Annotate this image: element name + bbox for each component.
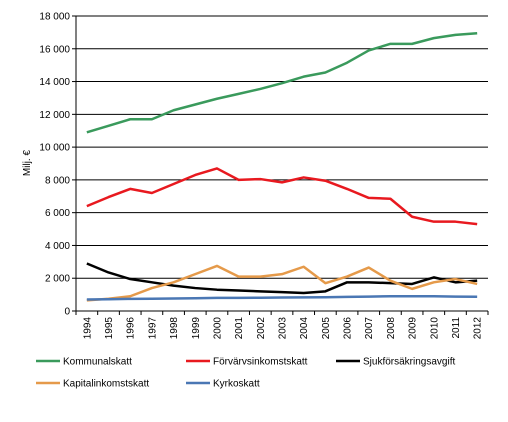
x-tick-label: 2000: [212, 317, 223, 340]
x-axis-ticks: 1994 1995 1996 1997 1998 1999 2000 2001 2002 2003…: [75, 311, 489, 340]
x-tick-label: 1996: [126, 317, 137, 340]
x-tick-label: 2003: [278, 317, 289, 340]
x-tick-label: 2002: [256, 317, 267, 340]
x-tick-label: 2004: [299, 317, 310, 340]
x-tick-label: 2005: [321, 317, 332, 340]
y-tick-label: 18 000: [39, 12, 70, 23]
x-tick-label: 2006: [343, 317, 354, 340]
x-tick-label: 2007: [364, 317, 375, 340]
x-tick-label: 1999: [191, 317, 202, 340]
x-tick-label: 2011: [451, 317, 462, 339]
x-tick-label: 1997: [147, 317, 158, 340]
series-line-1: [86, 31, 478, 134]
x-tick-label: 2008: [386, 317, 397, 340]
legend-label: Kyrkoskatt: [213, 379, 260, 390]
legend-label: Kommunalskatt: [63, 357, 132, 368]
series-line-5: [86, 295, 478, 301]
x-tick-label: 1995: [104, 317, 115, 340]
x-tick-label: 2012: [473, 317, 484, 340]
x-tick-label: 2010: [429, 317, 440, 340]
y-tick-label: 4 000: [45, 241, 70, 252]
plot-background: [76, 16, 488, 311]
y-tick-label: 6 000: [45, 208, 70, 219]
legend-label: Sjukförsäkringsavgift: [363, 357, 455, 368]
x-tick-label: 2001: [234, 317, 245, 340]
y-tick-label: 12 000: [39, 110, 70, 121]
y-axis-ticks: 0 2 000 4 000 6 000 8 000 10 000 12 000 14 000 1…: [39, 12, 76, 318]
y-tick-label: 0: [64, 307, 70, 318]
x-tick-label: 1994: [82, 317, 93, 340]
gridlines: [76, 15, 488, 279]
series-line-3: [86, 262, 478, 295]
y-tick-label: 8 000: [45, 175, 70, 186]
series-line-4: [86, 264, 478, 302]
y-tick-label: 2 000: [45, 274, 70, 285]
y-axis-title: Milj. €: [22, 150, 33, 177]
y-tick-label: 10 000: [39, 143, 70, 154]
y-tick-label: 14 000: [39, 77, 70, 88]
legend: Kommunalskatt Förvärvsinkomstskatt Sjukför…: [36, 357, 455, 390]
x-tick-label: 1998: [169, 317, 180, 340]
series-lines: [86, 31, 478, 302]
series-line-2: [86, 167, 478, 226]
legend-label: Förvärvsinkomstskatt: [213, 357, 308, 368]
x-tick-label: 2009: [408, 317, 419, 340]
y-tick-label: 16 000: [39, 44, 70, 55]
legend-label: Kapitalinkomstskatt: [63, 379, 149, 390]
